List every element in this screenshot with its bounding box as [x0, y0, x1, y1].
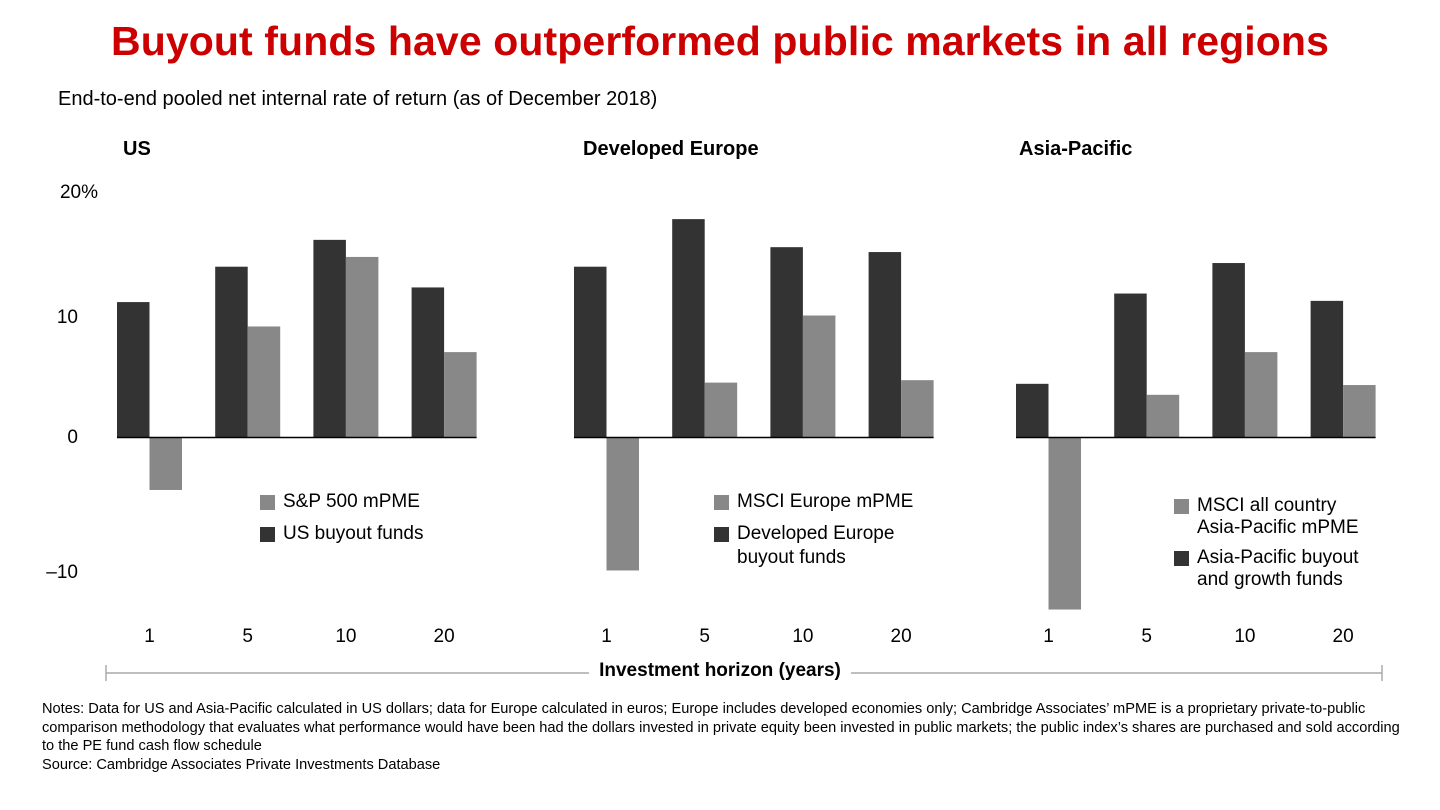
y-tick-label: –10 [46, 562, 78, 583]
bar-us-mpme-20yr [444, 352, 477, 438]
legend-label: buyout funds [737, 547, 846, 568]
legend-swatch-buyout [714, 527, 729, 542]
bar-asia-pacific-buyout-5yr [1114, 293, 1147, 438]
x-tick-label: 5 [242, 626, 253, 647]
bar-us-mpme-5yr [247, 326, 281, 438]
x-axis-label-container: Investment horizon (years) [0, 660, 1440, 682]
legend-label: MSCI Europe mPME [737, 491, 914, 512]
legend-label: US buyout funds [283, 523, 424, 544]
y-tick-label: 0 [67, 427, 78, 448]
x-tick-label: 1 [1043, 626, 1054, 647]
x-tick-label: 1 [144, 626, 155, 647]
legend-label: and growth funds [1197, 569, 1343, 590]
x-tick-label: 20 [1332, 626, 1354, 647]
x-tick-label: 20 [890, 626, 912, 647]
x-tick-label: 10 [792, 626, 814, 647]
y-tick-label: 20% [59, 182, 98, 203]
panel-title-europe: Developed Europe [583, 138, 759, 160]
x-axis-label: Investment horizon (years) [589, 660, 851, 681]
bar-asia-pacific-mpme-10yr [1244, 352, 1278, 438]
bar-us-buyout-1yr [117, 302, 150, 438]
y-tick-label: 10 [56, 307, 78, 328]
bar-asia-pacific-mpme-5yr [1146, 394, 1180, 438]
source-text: Source: Cambridge Associates Private Inv… [42, 756, 441, 773]
bar-us-buyout-20yr [411, 287, 445, 438]
bar-developed-europe-mpme-20yr [901, 380, 934, 438]
bar-us-buyout-5yr [215, 266, 248, 438]
legend-swatch-mpme [260, 495, 275, 510]
panel-title-asia-pacific: Asia-Pacific [1019, 138, 1133, 160]
bar-developed-europe-buyout-1yr [574, 266, 607, 438]
bar-developed-europe-mpme-10yr [802, 315, 836, 438]
bar-us-buyout-10yr [313, 239, 346, 438]
panel-title-us: US [123, 138, 151, 160]
legend-swatch-mpme [714, 495, 729, 510]
x-tick-label: 10 [335, 626, 357, 647]
x-tick-label: 5 [1141, 626, 1152, 647]
x-tick-label: 20 [433, 626, 455, 647]
chart-subtitle: End-to-end pooled net internal rate of r… [58, 88, 658, 110]
footnotes: Notes: Data for US and Asia-Pacific calc… [42, 700, 1412, 774]
x-tick-label: 1 [601, 626, 612, 647]
chart-title: Buyout funds have outperformed public ma… [111, 18, 1329, 64]
bar-asia-pacific-buyout-20yr [1310, 300, 1344, 438]
bar-us-mpme-10yr [345, 256, 379, 438]
bar-developed-europe-mpme-5yr [704, 382, 738, 438]
legend-label: Asia-Pacific mPME [1197, 517, 1359, 538]
bar-asia-pacific-mpme-20yr [1343, 385, 1376, 438]
notes-text: Notes: Data for US and Asia-Pacific calc… [42, 701, 1400, 754]
legend-label: Asia-Pacific buyout [1197, 547, 1359, 568]
bar-asia-pacific-buyout-10yr [1212, 263, 1245, 438]
bar-asia-pacific-mpme-1yr [1048, 437, 1081, 610]
bar-developed-europe-mpme-1yr [606, 437, 639, 571]
legend-swatch-mpme [1174, 499, 1189, 514]
legend-label: S&P 500 mPME [283, 491, 420, 512]
x-tick-label: 5 [699, 626, 710, 647]
legend-swatch-buyout [260, 527, 275, 542]
bar-developed-europe-buyout-5yr [672, 219, 705, 438]
bar-us-mpme-1yr [149, 437, 182, 490]
bar-developed-europe-buyout-20yr [868, 252, 902, 438]
legend-label: Developed Europe [737, 523, 895, 544]
legend-swatch-buyout [1174, 551, 1189, 566]
bar-developed-europe-buyout-10yr [770, 247, 803, 438]
bar-asia-pacific-buyout-1yr [1016, 383, 1049, 438]
x-tick-label: 10 [1234, 626, 1256, 647]
legend-label: MSCI all country [1197, 495, 1337, 516]
